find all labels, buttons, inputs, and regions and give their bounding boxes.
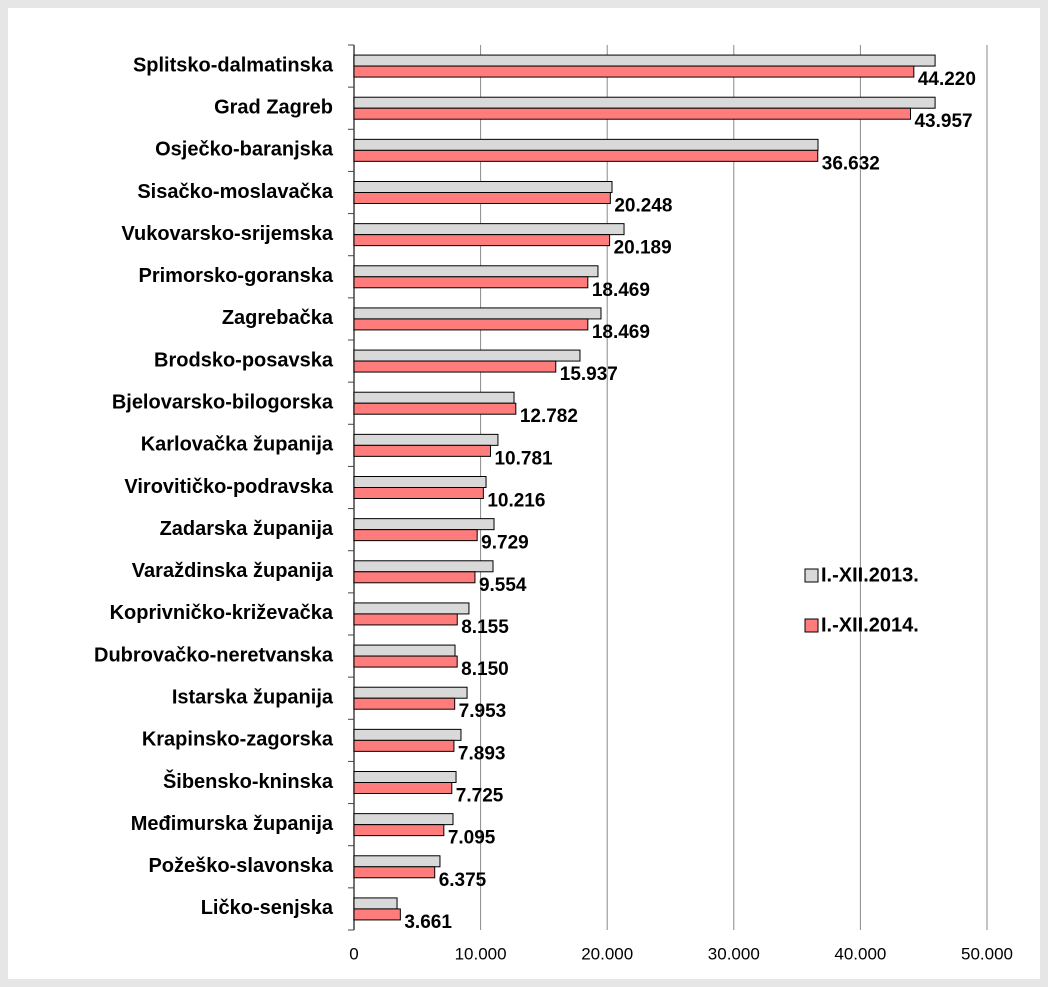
value-label: 9.729: [481, 533, 529, 554]
bar: [353, 444, 491, 457]
x-tick-label: 20.000: [581, 944, 633, 963]
value-label: 7.095: [448, 828, 496, 849]
bar: [353, 518, 495, 531]
bar: [353, 433, 499, 446]
bar: [353, 771, 457, 783]
value-label: 10.216: [487, 491, 545, 512]
legend-swatch: [804, 618, 819, 633]
value-label: 7.893: [458, 743, 506, 764]
legend-swatch: [804, 568, 819, 583]
value-label: 36.632: [822, 153, 880, 174]
bar: [353, 402, 517, 415]
bar: [353, 476, 487, 488]
bar: [353, 613, 458, 626]
category-label: Dubrovačko-neretvanska: [94, 644, 334, 666]
legend-label: I.-XII.2014.: [821, 614, 919, 636]
category-label: Bjelovarsko-bilogorska: [112, 391, 334, 413]
bar: [353, 223, 625, 236]
value-label: 18.469: [592, 280, 650, 301]
bar: [353, 276, 589, 289]
category-label: Virovitičko-podravska: [124, 476, 333, 498]
category-label: Ličko-senjska: [201, 897, 334, 919]
category-label: Primorsko-goranska: [138, 265, 333, 287]
category-label: Varaždinska županija: [132, 560, 334, 582]
bar: [353, 349, 581, 362]
bar: [353, 234, 611, 247]
bar: [353, 897, 398, 910]
bar: [353, 318, 589, 331]
category-label: Požeško-slavonska: [148, 855, 333, 877]
bar: [353, 54, 936, 67]
category-label: Istarska županija: [172, 686, 334, 708]
category-label: Šibensko-kninska: [163, 769, 334, 793]
category-label: Zadarska županija: [160, 518, 334, 540]
value-label: 7.725: [456, 786, 504, 807]
x-tick-label: 10.000: [455, 944, 507, 963]
category-label: Vukovarsko-srijemska: [121, 223, 333, 245]
bar: [353, 739, 455, 752]
bar: [353, 487, 484, 499]
bar: [353, 655, 458, 668]
bar: [353, 265, 599, 278]
bar: [353, 813, 454, 826]
bar: [353, 824, 445, 837]
chart-panel: [8, 8, 1040, 979]
category-label: Koprivničko-križevačka: [110, 602, 334, 624]
category-label: Osječko-baranjska: [155, 139, 334, 161]
bar: [353, 571, 476, 584]
bar: [353, 96, 936, 109]
value-label: 44.220: [918, 69, 976, 90]
bar: [353, 391, 515, 404]
category-label: Međimurska županija: [131, 813, 334, 835]
x-tick-label: 50.000: [961, 944, 1013, 963]
bar: [353, 149, 819, 162]
bar: [353, 866, 436, 879]
category-label: Krapinsko-zagorska: [142, 729, 334, 751]
bar: [353, 529, 478, 542]
bar: [353, 181, 613, 193]
bar: [353, 644, 456, 657]
value-label: 8.150: [461, 659, 509, 680]
x-tick-label: 0: [349, 944, 358, 963]
bar: [353, 728, 462, 741]
value-label: 12.782: [520, 406, 578, 427]
value-label: 18.469: [592, 322, 650, 343]
value-label: 43.957: [914, 111, 972, 132]
category-label: Karlovačka županija: [141, 434, 334, 456]
value-label: 7.953: [459, 701, 507, 722]
bar: [353, 138, 819, 151]
bar: [353, 686, 468, 699]
category-label: Brodsko-posavska: [154, 349, 334, 371]
bar: [353, 192, 611, 204]
value-label: 8.155: [461, 617, 509, 638]
bar: [353, 855, 441, 868]
value-label: 3.661: [404, 912, 452, 933]
value-label: 10.781: [494, 448, 553, 469]
bar: [353, 307, 602, 320]
category-label: Sisačko-moslavačka: [137, 181, 334, 203]
bar: [353, 560, 494, 573]
category-label: Grad Zagreb: [214, 96, 333, 118]
legend-label: I.-XII.2013.: [821, 564, 919, 586]
value-label: 15.937: [560, 364, 618, 385]
bar: [353, 782, 453, 794]
bar: [353, 360, 557, 373]
bar: [353, 697, 456, 710]
x-tick-label: 40.000: [834, 944, 886, 963]
value-label: 9.554: [479, 575, 527, 596]
category-label: Zagrebačka: [222, 307, 334, 329]
bar: [353, 65, 915, 78]
x-tick-label: 30.000: [708, 944, 760, 963]
bar: [353, 908, 401, 921]
bar: [353, 107, 911, 120]
value-label: 20.189: [614, 238, 672, 259]
category-label: Splitsko-dalmatinska: [133, 54, 334, 76]
bar: [353, 602, 470, 615]
value-label: 20.248: [614, 196, 672, 217]
value-label: 6.375: [439, 870, 487, 891]
